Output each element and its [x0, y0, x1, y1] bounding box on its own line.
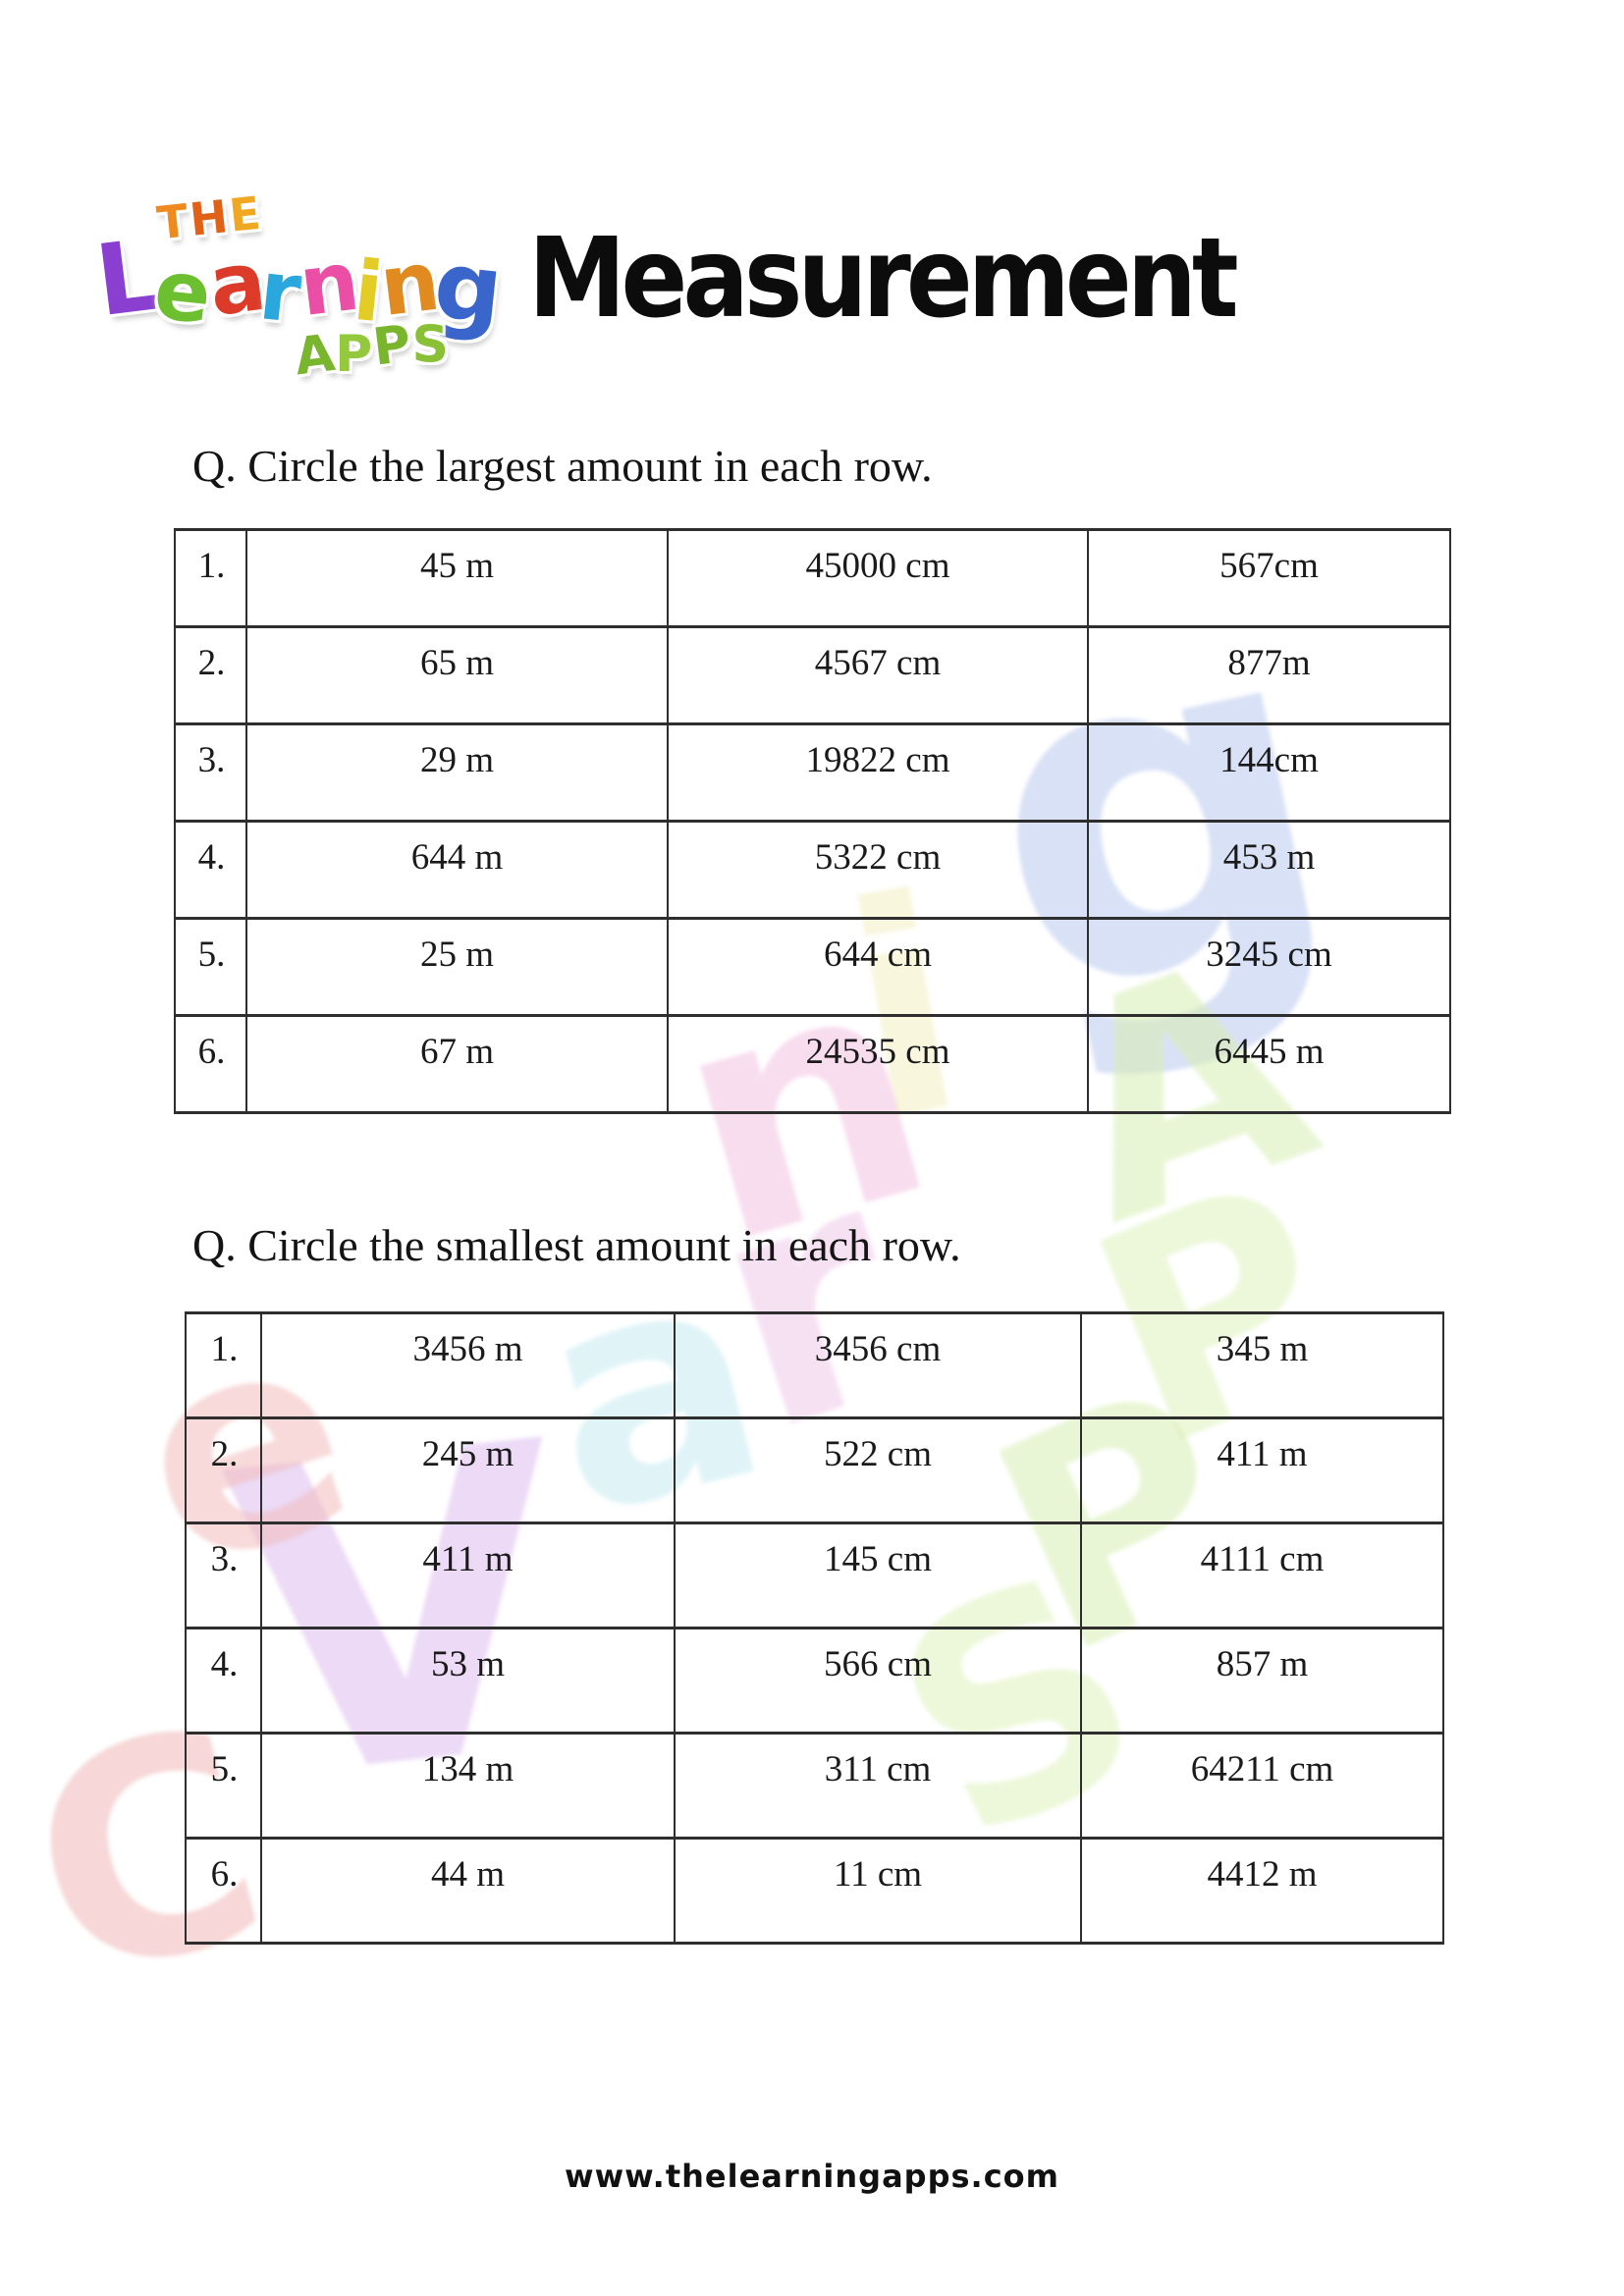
logo-letter: n	[294, 232, 361, 336]
measurement-cell[interactable]: 29 m	[245, 722, 669, 823]
measurement-cell[interactable]: 134 m	[260, 1732, 676, 1840]
logo-letter: P	[369, 314, 415, 378]
row-number: 3.	[174, 722, 247, 823]
measurement-cell[interactable]: 644 m	[245, 820, 669, 920]
table-row: 4. 644 m 5322 cm 453 m	[174, 820, 1451, 920]
table-row: 3. 411 m 145 cm 4111 cm	[185, 1522, 1444, 1629]
measurement-cell[interactable]: 311 cm	[674, 1732, 1082, 1840]
footer-url: www.thelearningapps.com	[565, 2158, 1059, 2195]
measurement-cell[interactable]: 144cm	[1087, 722, 1451, 823]
row-number: 6.	[174, 1014, 247, 1114]
row-number: 1.	[174, 528, 247, 628]
table-row: 6. 67 m 24535 cm 6445 m	[174, 1014, 1451, 1114]
table-row: 2. 65 m 4567 cm 877m	[174, 625, 1451, 725]
measurement-cell[interactable]: 25 m	[245, 917, 669, 1017]
table-row: 4. 53 m 566 cm 857 m	[185, 1627, 1444, 1735]
table-row: 6. 44 m 11 cm 4412 m	[185, 1837, 1444, 1945]
question-1-heading: Q. Circle the largest amount in each row…	[192, 441, 933, 491]
measurement-cell[interactable]: 6445 m	[1087, 1014, 1451, 1114]
table-row: 1. 45 m 45000 cm 567cm	[174, 528, 1451, 628]
measurement-cell[interactable]: 566 cm	[674, 1627, 1082, 1735]
measurement-cell[interactable]: 19822 cm	[667, 722, 1089, 823]
row-number: 2.	[174, 625, 247, 725]
measurement-cell[interactable]: 24535 cm	[667, 1014, 1089, 1114]
measurement-cell[interactable]: 64211 cm	[1080, 1732, 1444, 1840]
measurement-cell[interactable]: 857 m	[1080, 1627, 1444, 1735]
row-number: 4.	[185, 1627, 262, 1735]
measurement-cell[interactable]: 4567 cm	[667, 625, 1089, 725]
measurement-cell[interactable]: 65 m	[245, 625, 669, 725]
logo-letter: S	[410, 315, 450, 375]
measurement-cell[interactable]: 53 m	[260, 1627, 676, 1735]
table-row: 3. 29 m 19822 cm 144cm	[174, 722, 1451, 823]
measurement-cell[interactable]: 3456 m	[260, 1311, 676, 1419]
measurement-cell[interactable]: 522 cm	[674, 1416, 1082, 1524]
table-row: 5. 25 m 644 cm 3245 cm	[174, 917, 1451, 1017]
logo-letter: P	[335, 325, 374, 385]
measurement-cell[interactable]: 4412 m	[1080, 1837, 1444, 1945]
measurement-cell[interactable]: 411 m	[1080, 1416, 1444, 1524]
measurement-cell[interactable]: 45000 cm	[667, 528, 1089, 628]
the-learning-apps-logo: THE Learning APPS	[90, 187, 506, 389]
measurement-cell[interactable]: 3245 cm	[1087, 917, 1451, 1017]
measurement-cell[interactable]: 3456 cm	[674, 1311, 1082, 1419]
logo-letter: r	[255, 241, 303, 342]
measurement-cell[interactable]: 567cm	[1087, 528, 1451, 628]
measurement-cell[interactable]: 4111 cm	[1080, 1522, 1444, 1629]
row-number: 6.	[185, 1837, 262, 1945]
measurement-cell[interactable]: 644 cm	[667, 917, 1089, 1017]
table-row: 1. 3456 m 3456 cm 345 m	[185, 1311, 1444, 1419]
measurement-cell[interactable]: 11 cm	[674, 1837, 1082, 1945]
measurement-cell[interactable]: 5322 cm	[667, 820, 1089, 920]
row-number: 2.	[185, 1416, 262, 1524]
logo-letter: e	[149, 240, 213, 343]
row-number: 3.	[185, 1522, 262, 1629]
page-title: Measurement	[528, 214, 1239, 344]
row-number: 5.	[185, 1732, 262, 1840]
measurement-cell[interactable]: 145 cm	[674, 1522, 1082, 1629]
measurement-cell[interactable]: 45 m	[245, 528, 669, 628]
measurement-cell[interactable]: 67 m	[245, 1014, 669, 1114]
row-number: 4.	[174, 820, 247, 920]
table-row: 5. 134 m 311 cm 64211 cm	[185, 1732, 1444, 1840]
row-number: 5.	[174, 917, 247, 1017]
question-2-heading: Q. Circle the smallest amount in each ro…	[192, 1220, 961, 1270]
measurement-cell[interactable]: 453 m	[1087, 820, 1451, 920]
measurement-cell[interactable]: 877m	[1087, 625, 1451, 725]
measurement-cell[interactable]: 411 m	[260, 1522, 676, 1629]
question-1-table: 1. 45 m 45000 cm 567cm 2. 65 m 4567 cm 877m 3. 29…	[174, 528, 1451, 1114]
measurement-cell[interactable]: 44 m	[260, 1837, 676, 1945]
table-row: 2. 245 m 522 cm 411 m	[185, 1416, 1444, 1524]
measurement-cell[interactable]: 345 m	[1080, 1311, 1444, 1419]
measurement-cell[interactable]: 245 m	[260, 1416, 676, 1524]
row-number: 1.	[185, 1311, 262, 1419]
question-2-table: 1. 3456 m 3456 cm 345 m 2. 245 m 522 cm 411 m 3.…	[185, 1311, 1444, 1945]
logo-letter: A	[291, 323, 340, 388]
